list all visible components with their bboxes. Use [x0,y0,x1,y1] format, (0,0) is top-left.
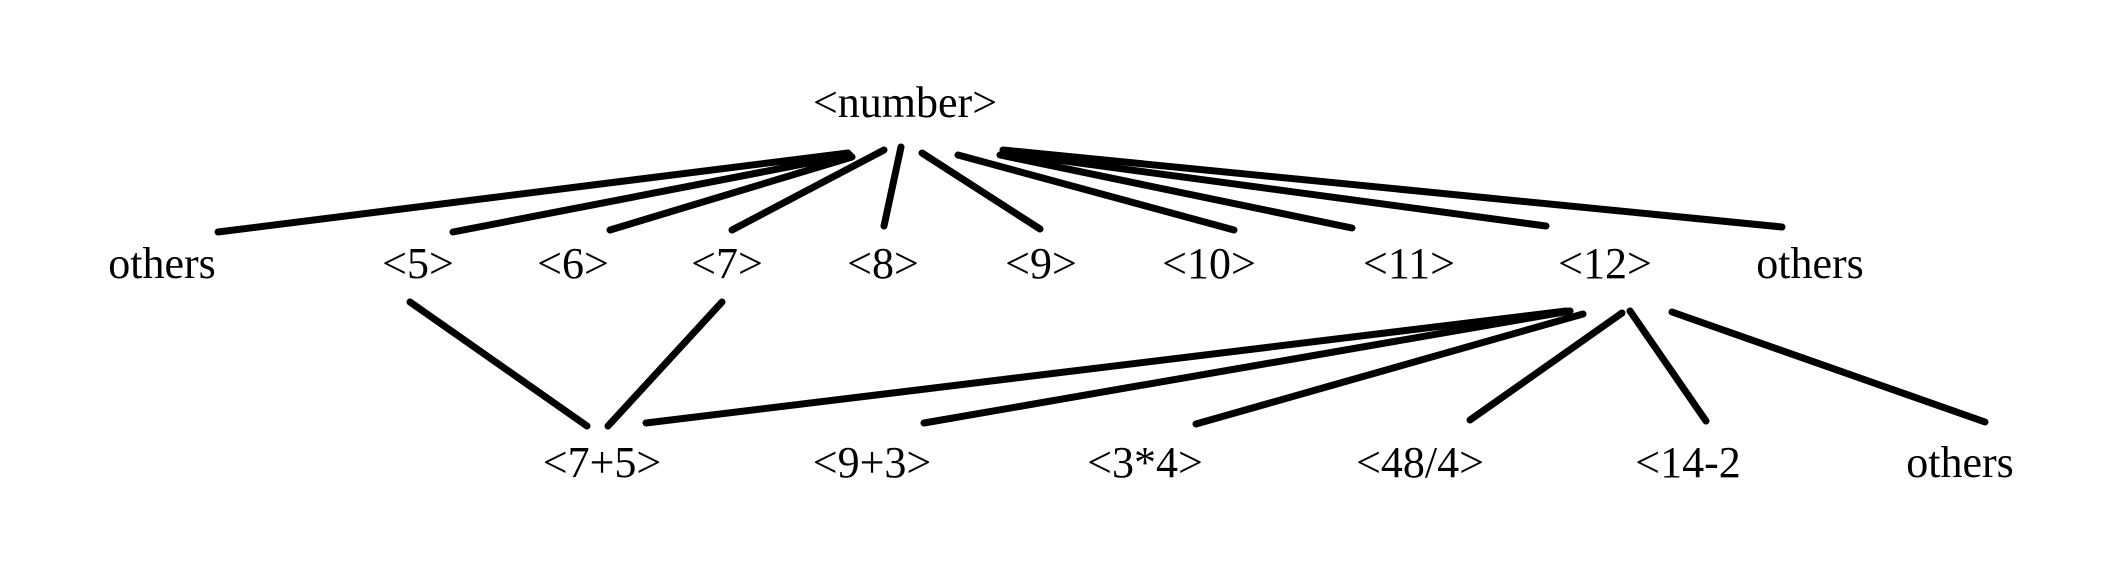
level2-nodes: <7+5> <9+3> <3*4> <48/4> <14-2 others [543,438,2014,487]
node-12: <12> [1558,239,1652,288]
edge-root-8 [880,143,905,230]
node-others-left: others [108,239,216,288]
node-9: <9> [1005,239,1077,288]
node-others-bottom: others [1906,438,2014,487]
edge-12-48div4 [1466,309,1626,424]
edge-root-10 [954,151,1238,234]
root-edges [214,143,1786,236]
edge-12-9plus3 [920,307,1574,427]
edge-root-12 [1001,149,1550,230]
edge-12-others [1668,308,1989,426]
node-9plus3: <9+3> [813,438,931,487]
node-48div4: <48/4> [1356,438,1484,487]
edge-root-5 [449,151,854,236]
node-10: <10> [1162,239,1256,288]
edge-root-7 [728,146,888,234]
node-14minus2: <14-2 [1635,438,1740,487]
edge-12-3times4 [1192,310,1587,428]
level1-nodes: others <5> <6> <7> <8> <9> <10> <11> <12… [108,239,1864,288]
node-7: <7> [691,239,763,288]
edge-12-7plus5 [642,307,1570,427]
edge-12-14minus2 [1626,307,1710,425]
edge-7-7plus5 [604,298,726,430]
edge-root-9 [918,149,1044,233]
node-8: <8> [847,239,919,288]
node-7plus5: <7+5> [543,438,661,487]
edge-root-others-right [999,146,1786,231]
node-3times4: <3*4> [1087,438,1203,487]
node-others-right: others [1756,239,1864,288]
edge-root-6 [606,153,856,234]
edge-5-7plus5 [406,298,591,430]
node-11: <11> [1363,239,1455,288]
edge-root-others-left [214,149,852,236]
node-6: <6> [537,239,609,288]
root-node-number: <number> [813,78,997,127]
edge-root-11 [996,151,1356,232]
node-5: <5> [382,239,454,288]
child-edges [406,298,1989,430]
